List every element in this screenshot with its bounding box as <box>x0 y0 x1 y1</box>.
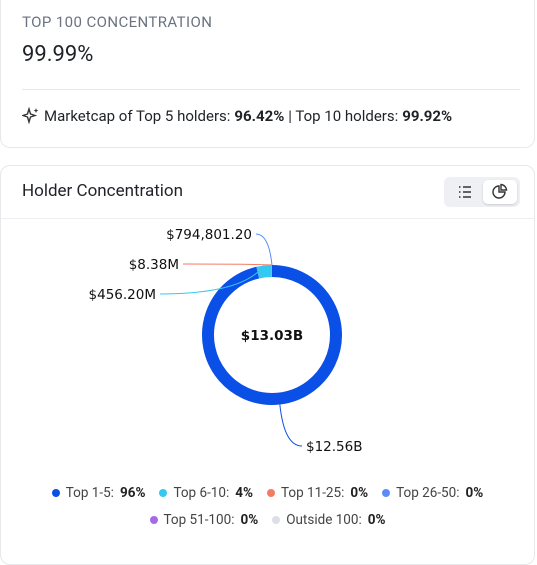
legend-label: Top 11-25: <box>281 485 344 501</box>
data-label: $456.20M <box>89 287 156 303</box>
chart-title: Holder Concentration <box>22 181 183 201</box>
summary-card: TOP 100 CONCENTRATION 99.99% Marketcap o… <box>0 0 535 148</box>
legend-dot <box>382 489 390 497</box>
legend-item: Top 6-10: 4% <box>159 485 253 501</box>
leader-line <box>256 234 272 265</box>
legend-share: 96% <box>120 485 145 501</box>
note-text: | Top 10 holders: <box>288 107 398 125</box>
legend-label: Top 6-10: <box>173 485 229 501</box>
legend-share: 0% <box>466 485 484 501</box>
donut-slice <box>258 271 272 273</box>
note-value: 99.92% <box>402 107 452 125</box>
legend: Top 1-5:96%Top 6-10:4%Top 11-25:0%Top 26… <box>21 485 514 501</box>
legend-item: Top 1-5: 96% <box>52 485 146 501</box>
view-toggle <box>444 177 520 207</box>
legend-label: Outside 100: <box>286 512 362 528</box>
legend-dot <box>159 489 167 497</box>
legend-share: 0% <box>368 512 386 528</box>
pie-icon <box>483 180 517 204</box>
summary-value: 99.99% <box>22 42 93 67</box>
sparkle-icon <box>22 107 40 125</box>
legend-label: Top 1-5: <box>66 485 114 501</box>
data-label: $794,801.20 <box>166 227 252 243</box>
data-label: $12.56B <box>306 439 363 455</box>
legend-item: Top 26-50: 0% <box>382 485 483 501</box>
legend-item: Top 11-25: 0% <box>267 485 368 501</box>
leader-line <box>280 405 302 446</box>
summary-note: Marketcap of Top 5 holders: 96.42% | Top… <box>22 107 452 125</box>
legend-dot <box>150 516 158 524</box>
legend-label: Top 26-50: <box>396 485 459 501</box>
chart-card: $12.56B$456.20M$8.38M$794,801.20$13.03B … <box>0 165 535 565</box>
legend-share: 4% <box>235 485 253 501</box>
divider <box>1 218 534 219</box>
legend-item: Outside 100: 0% <box>272 512 385 528</box>
summary-label: TOP 100 CONCENTRATION <box>22 13 212 31</box>
legend-label: Top 51-100: <box>164 512 235 528</box>
legend-dot <box>272 516 280 524</box>
legend-item: Top 51-100: 0% <box>150 512 259 528</box>
note-value: 96.42% <box>234 107 284 125</box>
leader-line <box>183 264 272 265</box>
data-label: $8.38M <box>129 257 179 273</box>
legend: Top 51-100: 0% Outside 100: 0% <box>21 512 514 528</box>
chart: $12.56B $456.20M $8.38M $794,801.20 $13.03B <box>1 166 536 561</box>
divider <box>22 89 520 90</box>
legend-dot <box>267 489 275 497</box>
note-text: Marketcap of Top 5 holders: <box>44 107 230 125</box>
list-view-button[interactable] <box>447 180 481 204</box>
center-label: $13.03B <box>241 328 303 344</box>
pie-view-button[interactable] <box>483 180 517 204</box>
legend-dot <box>52 489 60 497</box>
legend-share: 0% <box>240 512 258 528</box>
list-icon <box>447 180 481 204</box>
legend-share: 0% <box>350 485 368 501</box>
